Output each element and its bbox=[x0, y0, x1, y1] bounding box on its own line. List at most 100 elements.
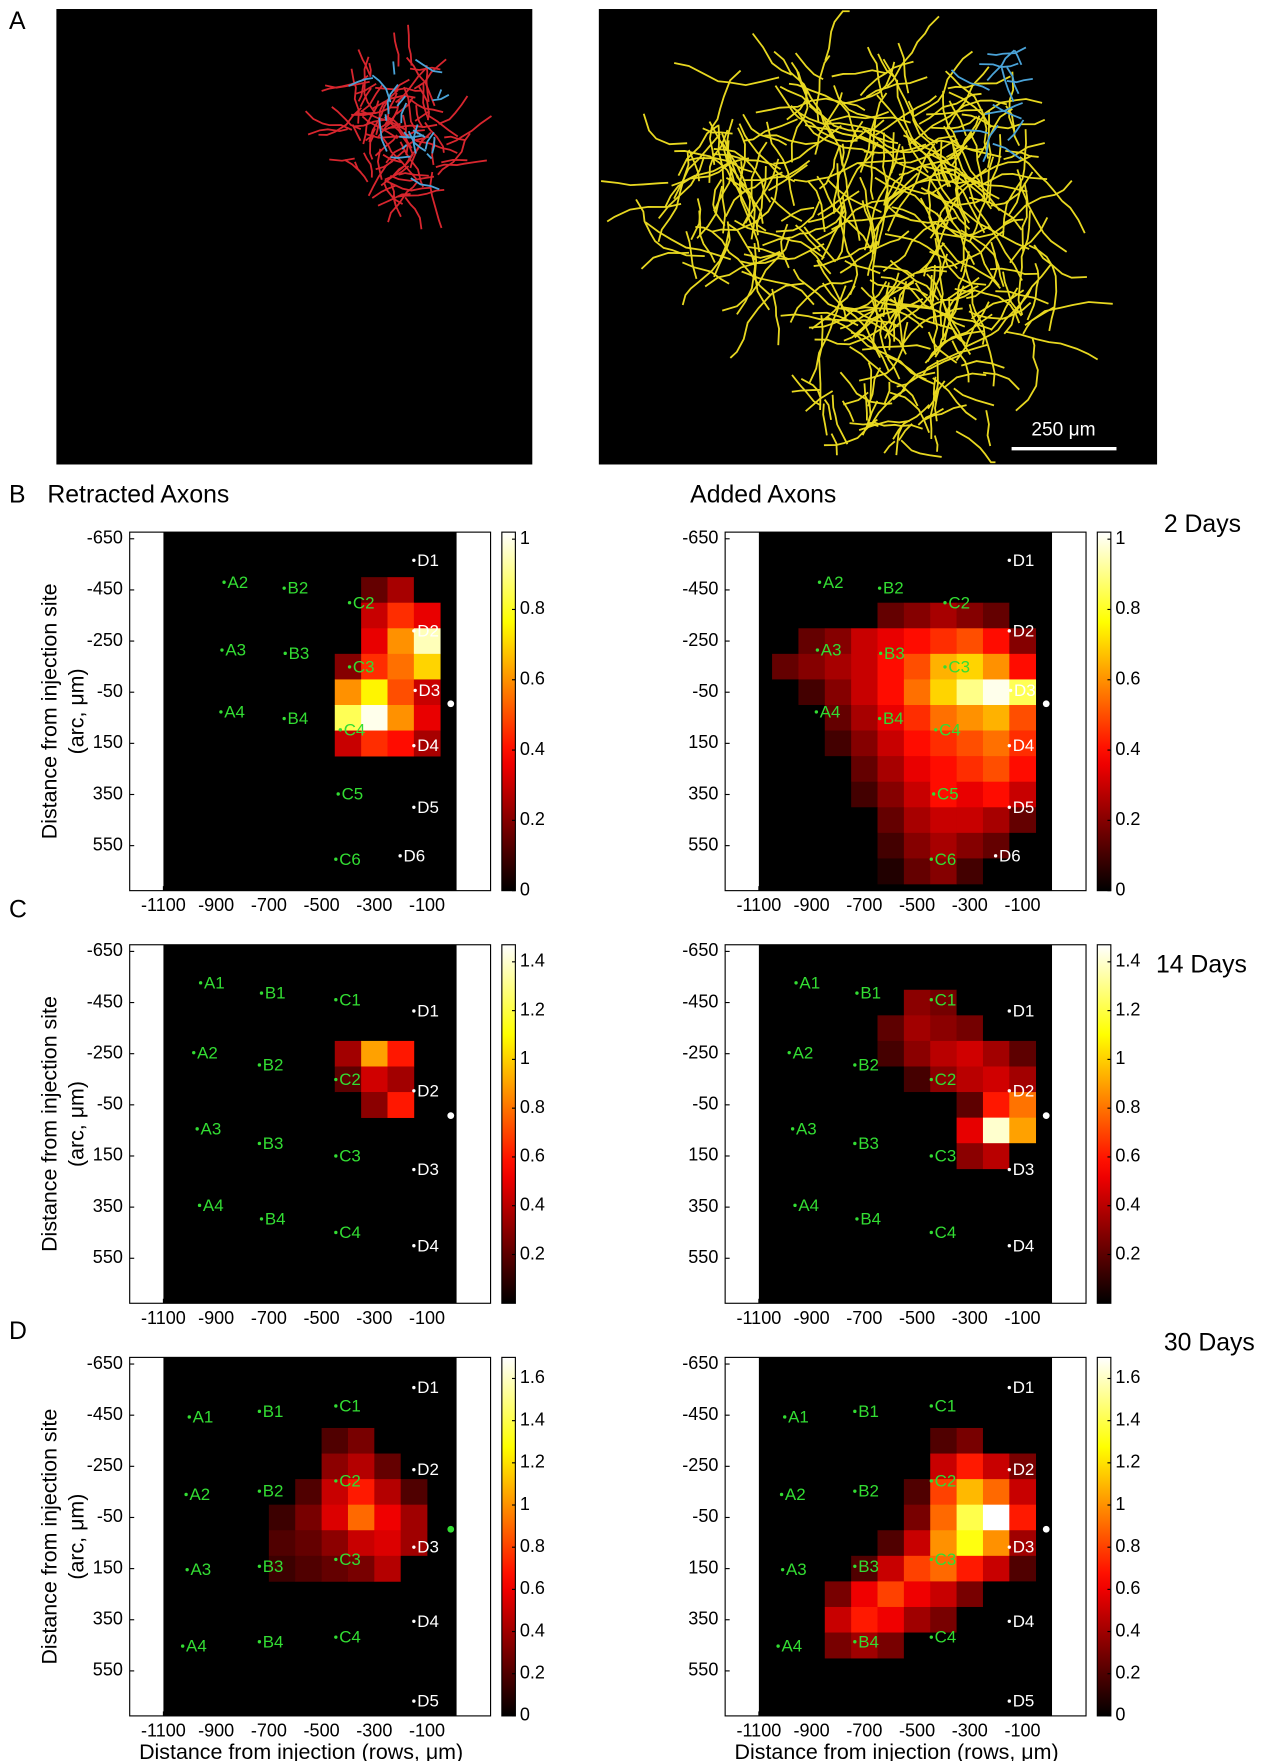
axon-trace bbox=[932, 150, 986, 234]
x-tick-label: -100 bbox=[409, 895, 445, 915]
y-tick-label: -650 bbox=[87, 528, 123, 548]
axon-trace bbox=[1002, 129, 1027, 238]
axon-trace bbox=[907, 100, 952, 188]
heatmap-cell bbox=[903, 1427, 931, 1454]
colorbar-tick-label: 0.4 bbox=[1115, 1194, 1140, 1214]
heatmap-cell bbox=[930, 1581, 957, 1608]
axon-trace bbox=[1006, 66, 1020, 95]
heatmap-cell bbox=[982, 781, 1010, 808]
heatmap-cell bbox=[413, 628, 441, 655]
site-label: D1 bbox=[417, 551, 439, 570]
x-tick-label: -100 bbox=[409, 1308, 445, 1328]
heatmap-cell bbox=[798, 602, 826, 629]
heatmap-cell bbox=[1009, 704, 1037, 731]
axon-trace bbox=[816, 259, 847, 319]
axon-trace bbox=[807, 180, 826, 233]
site-marker bbox=[412, 1385, 416, 1390]
axon-trace bbox=[864, 128, 956, 154]
heatmap-cell bbox=[347, 1479, 375, 1506]
heatmap-cell bbox=[268, 1530, 296, 1557]
axon-trace bbox=[368, 62, 372, 77]
axon-trace bbox=[804, 124, 899, 165]
x-tick-label: -900 bbox=[794, 1720, 830, 1740]
site-marker bbox=[1007, 1619, 1012, 1623]
site-marker bbox=[780, 1567, 785, 1572]
site-label: D3 bbox=[1013, 1160, 1035, 1179]
axon-trace bbox=[390, 155, 411, 159]
heatmap-cell bbox=[930, 1453, 957, 1480]
axon-trace bbox=[657, 152, 690, 243]
site-label: D3 bbox=[1014, 681, 1036, 700]
site-label: C6 bbox=[935, 850, 957, 869]
axon-trace bbox=[824, 10, 850, 62]
axon-trace bbox=[359, 87, 372, 108]
site-label: A3 bbox=[191, 1560, 212, 1579]
axon-trace bbox=[926, 273, 967, 345]
heatmap-cell bbox=[400, 1504, 428, 1531]
axon-trace bbox=[794, 52, 824, 81]
axon-trace bbox=[436, 89, 443, 99]
heatmap-cell bbox=[930, 1479, 957, 1506]
axon-trace bbox=[948, 91, 992, 128]
heatmap-cell bbox=[1009, 989, 1037, 1016]
site-label: A2 bbox=[227, 573, 248, 592]
axon-trace bbox=[946, 66, 990, 129]
axon-trace bbox=[885, 354, 927, 381]
heatmap-cell bbox=[956, 1092, 984, 1118]
site-marker bbox=[412, 558, 416, 562]
y-tick-label: -250 bbox=[682, 630, 718, 650]
axon-trace bbox=[841, 400, 855, 423]
heatmap-cell bbox=[374, 1453, 402, 1480]
y-tick-label: 550 bbox=[688, 1660, 718, 1680]
axon-trace bbox=[927, 331, 958, 364]
site-label: D5 bbox=[417, 1692, 439, 1711]
site-marker bbox=[929, 1557, 933, 1562]
axon-trace bbox=[712, 179, 726, 227]
axon-trace bbox=[929, 250, 958, 270]
site-marker bbox=[929, 1635, 933, 1639]
site-marker bbox=[794, 981, 798, 985]
x-tick-label: -700 bbox=[251, 1308, 287, 1328]
site-label: D4 bbox=[417, 1612, 439, 1631]
axon-trace bbox=[839, 285, 896, 330]
site-label: B3 bbox=[858, 1557, 879, 1576]
heatmap-cell bbox=[361, 730, 388, 757]
colorbar-tick-label: 1 bbox=[1115, 1494, 1125, 1514]
site-label: A3 bbox=[821, 641, 842, 660]
heatmap-cell bbox=[851, 807, 878, 834]
site-marker bbox=[929, 998, 933, 1002]
axon-trace bbox=[409, 66, 441, 71]
axon-trace bbox=[742, 159, 811, 182]
x-tick-label: -700 bbox=[846, 895, 882, 915]
heatmap-cell bbox=[877, 1453, 905, 1480]
axon-trace bbox=[882, 58, 938, 144]
y-tick-label: -650 bbox=[87, 940, 123, 960]
axon-trace bbox=[437, 132, 471, 176]
heatmap-cell bbox=[798, 628, 826, 655]
axon-trace bbox=[992, 142, 1022, 161]
heatmap-cell bbox=[374, 1427, 402, 1454]
heatmap-cell bbox=[956, 1530, 984, 1557]
axon-trace bbox=[839, 371, 893, 405]
heatmap-cell bbox=[877, 1143, 905, 1170]
site-marker bbox=[853, 1409, 857, 1414]
axon-trace bbox=[773, 125, 842, 165]
site-label: C3 bbox=[353, 657, 375, 676]
site-label: C6 bbox=[339, 850, 361, 869]
heatmap-cell bbox=[956, 781, 984, 808]
heatmap-cell bbox=[347, 1530, 375, 1557]
x-tick-label: -900 bbox=[794, 895, 830, 915]
heatmap-cell bbox=[982, 1606, 1010, 1633]
heatmap-cell bbox=[956, 1015, 984, 1042]
row-label: 30 Days bbox=[1164, 1329, 1255, 1356]
y-tick-label: 350 bbox=[93, 1609, 123, 1629]
axon-trace bbox=[808, 280, 888, 329]
site-label: C2 bbox=[948, 593, 970, 612]
heatmap-cell bbox=[903, 858, 931, 885]
heatmap-cell bbox=[1009, 1581, 1037, 1608]
heatmap-cell bbox=[956, 653, 984, 680]
heatmap-cell bbox=[903, 781, 931, 808]
heatmap-cell bbox=[982, 1530, 1010, 1557]
site-marker bbox=[412, 1619, 416, 1623]
heatmap-cell bbox=[334, 730, 362, 757]
